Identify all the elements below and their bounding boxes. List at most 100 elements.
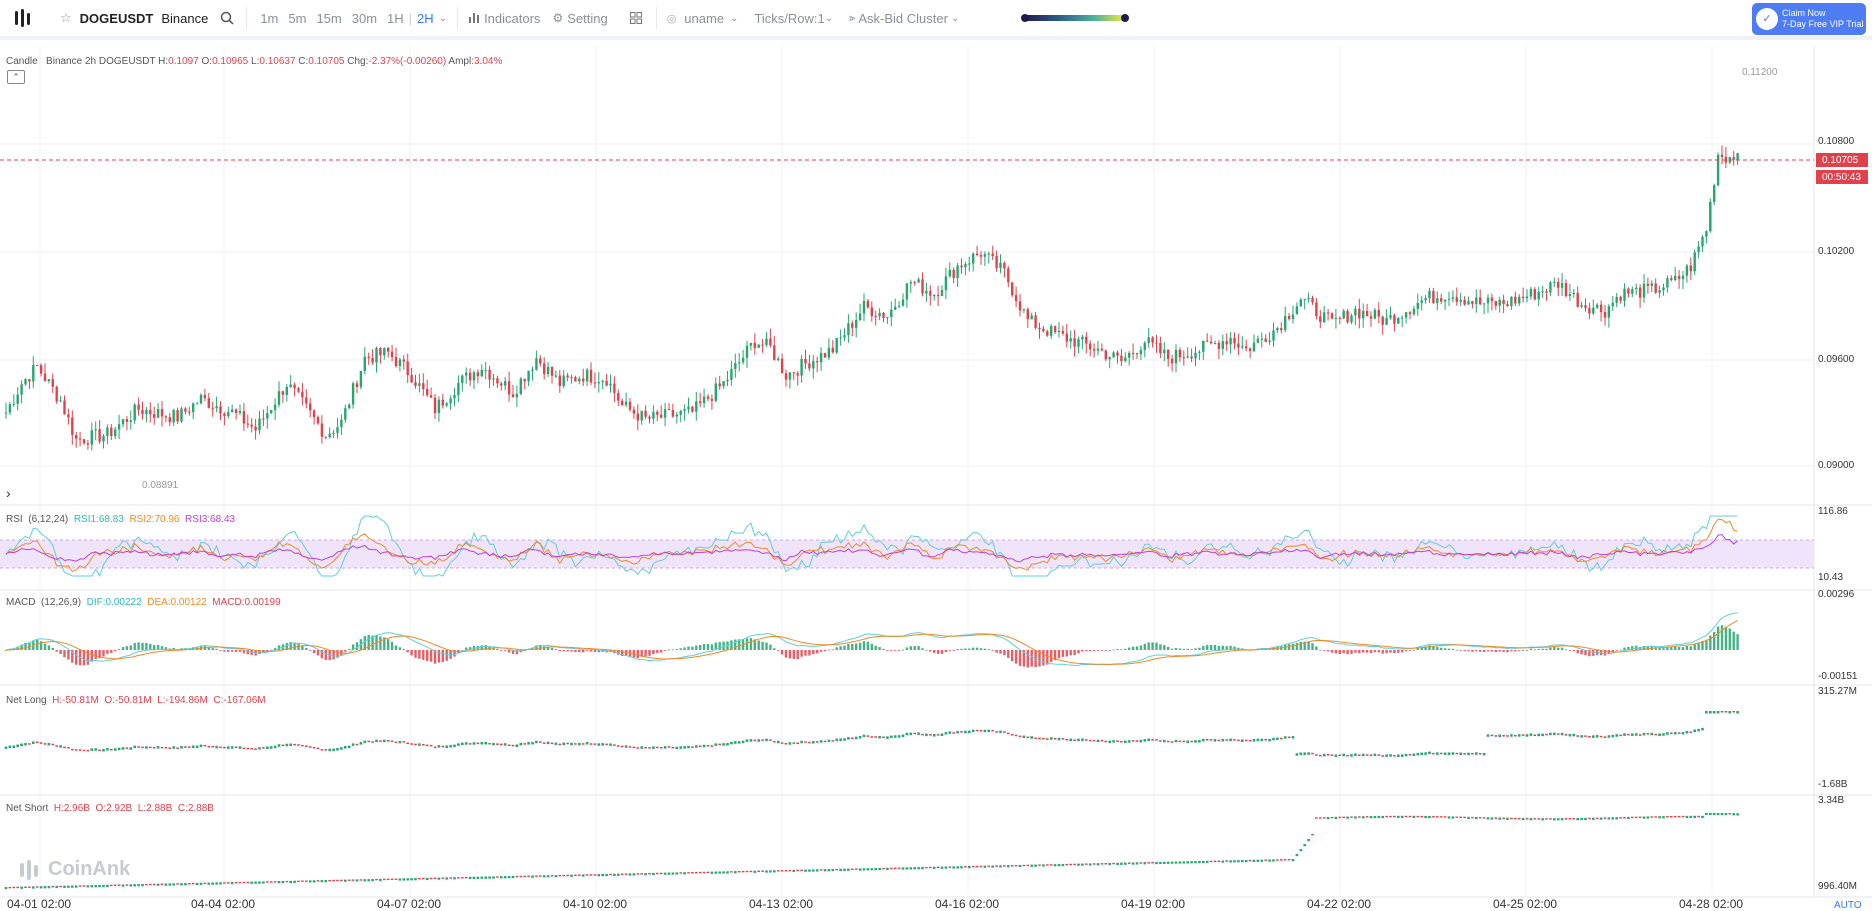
macd-bar xyxy=(983,648,987,650)
net-long-mark xyxy=(47,742,51,746)
uname-dropdown[interactable]: ◎ uname ⌄ xyxy=(667,0,739,38)
macd-bar xyxy=(1358,650,1361,654)
candle-body xyxy=(223,413,226,416)
net-long-mark xyxy=(406,742,409,744)
chevron-down-icon[interactable]: ⌄ xyxy=(438,12,448,24)
macd-bar xyxy=(1311,643,1314,650)
macd-bar xyxy=(1486,650,1490,652)
interval-2h[interactable]: 2H xyxy=(417,10,434,26)
net-short-mark xyxy=(851,868,854,870)
menu-logo-icon[interactable] xyxy=(12,6,36,30)
claim-vip-button[interactable]: ✓ Claim Now 7-Day Free VIP Trial xyxy=(1752,3,1866,35)
net-short-mark xyxy=(199,882,203,885)
net-long-mark xyxy=(527,742,530,745)
rsi2-value: RSI2:70.96 xyxy=(129,514,180,525)
net-short-mark xyxy=(355,879,359,882)
macd-bar xyxy=(1549,647,1552,650)
candle-body xyxy=(897,305,901,307)
candle-body xyxy=(1642,283,1646,298)
cluster-label: Ask-Bid Cluster xyxy=(858,10,948,26)
net-long-mark xyxy=(515,744,519,748)
candle-body xyxy=(63,400,66,415)
net-short-mark xyxy=(1147,862,1150,864)
net-long-mark xyxy=(1046,738,1049,740)
heatmap-gradient-slider[interactable] xyxy=(1021,0,1130,38)
net-long-mark xyxy=(730,741,733,745)
net-short-mark xyxy=(1322,817,1326,819)
candle-body xyxy=(1147,337,1150,343)
macd-bar xyxy=(1182,648,1185,650)
chart-canvas[interactable]: 0.10800 0.10200 0.09600 0.09000 0.10705 … xyxy=(0,44,1872,911)
candle-body xyxy=(1506,304,1509,307)
net-long-mark xyxy=(1595,735,1599,738)
net-short-mark xyxy=(277,881,281,884)
net-short-mark xyxy=(94,885,97,888)
net-short-mark xyxy=(601,873,604,877)
net-long-mark xyxy=(383,739,386,743)
net-long-mark xyxy=(1436,752,1439,755)
net-short-mark xyxy=(1638,816,1642,818)
candle-body xyxy=(1225,341,1228,345)
candle-body xyxy=(773,345,776,360)
candle-body xyxy=(1549,282,1552,293)
symbol-name[interactable]: DOGEUSDT xyxy=(79,10,154,26)
macd-bar xyxy=(461,649,464,651)
macd-bar xyxy=(1603,650,1607,656)
macd-bar xyxy=(1720,625,1724,650)
macd-bar xyxy=(4,650,8,651)
net-long-mark xyxy=(890,735,893,739)
cluster-dropdown[interactable]: ⫸ Ask-Bid Cluster ⌄ xyxy=(849,0,959,38)
rsi1-value: RSI1:68.83 xyxy=(73,514,124,525)
net-long-mark xyxy=(43,743,47,745)
net-long-mark xyxy=(1650,732,1654,736)
net-long-mark xyxy=(63,746,66,749)
interval-1m[interactable]: 1m xyxy=(260,10,279,26)
ticks-dropdown[interactable]: Ticks/Row:1 ⌄ xyxy=(754,0,833,38)
net-long-mark xyxy=(176,747,179,749)
net-short-mark xyxy=(1073,863,1076,866)
net-short-mark xyxy=(1088,863,1092,866)
macd-bar xyxy=(110,650,113,653)
search-icon[interactable] xyxy=(220,0,234,38)
layout-grid-icon[interactable] xyxy=(629,0,642,38)
indicators-button[interactable]: Indicators xyxy=(468,0,540,38)
net-short-mark xyxy=(219,882,222,885)
net-short-mark xyxy=(940,866,944,869)
net-long-mark xyxy=(1303,752,1306,755)
macd-bar xyxy=(1623,647,1626,650)
candle-body xyxy=(1654,283,1657,293)
net-long-mark xyxy=(839,738,842,742)
candle-body xyxy=(1077,339,1080,347)
net-short-mark xyxy=(125,884,129,886)
net-short-mark xyxy=(710,871,714,874)
net-short-mark xyxy=(1241,860,1244,863)
exchange-name[interactable]: Binance xyxy=(161,10,209,26)
interval-30m[interactable]: 30m xyxy=(351,10,378,26)
candle-body xyxy=(593,382,597,384)
net-long-mark xyxy=(476,742,480,745)
net-long-mark xyxy=(675,746,679,750)
candle-body xyxy=(1670,278,1673,280)
net-long-mark xyxy=(1073,739,1076,741)
collapse-legend-button[interactable]: ⌃ xyxy=(7,70,25,84)
net-long-mark xyxy=(1490,734,1494,737)
net-short-mark xyxy=(1026,864,1030,867)
divider xyxy=(655,7,657,29)
net-long-mark xyxy=(788,742,792,745)
candle-body xyxy=(39,365,43,374)
interval-1h[interactable]: 1H xyxy=(387,10,404,26)
interval-5m[interactable]: 5m xyxy=(288,10,307,26)
auto-scale-button[interactable]: AUTO xyxy=(1834,900,1862,911)
candle-body xyxy=(1381,316,1384,325)
macd-bar xyxy=(1533,649,1536,651)
net-short-mark xyxy=(909,867,913,870)
macd-bar xyxy=(952,650,955,651)
favorite-star-icon[interactable]: ☆ xyxy=(60,10,72,25)
net-short-mark xyxy=(1389,815,1392,818)
interval-15m[interactable]: 15m xyxy=(316,10,342,26)
net-long-mark xyxy=(843,738,846,741)
expand-arrow-icon[interactable]: › xyxy=(6,485,11,501)
setting-button[interactable]: ⚙ Setting xyxy=(552,0,607,38)
candle-body xyxy=(663,409,667,418)
candle-body xyxy=(20,384,23,395)
